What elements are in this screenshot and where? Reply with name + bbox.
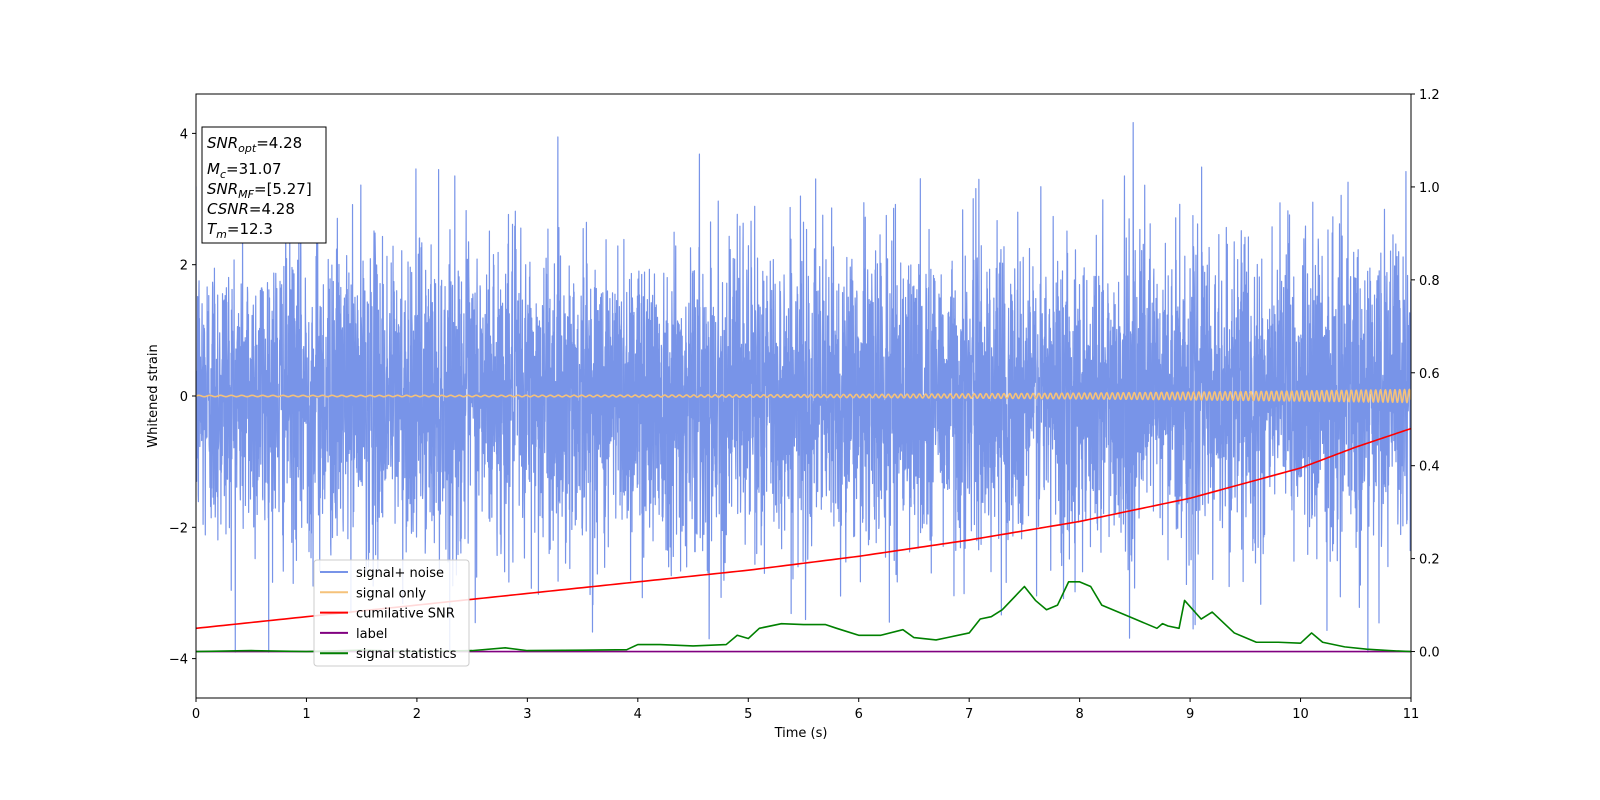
x-tick-label: 0 <box>192 707 200 722</box>
y-tick-label-left: −4 <box>169 653 188 668</box>
x-axis-label: Time (s) <box>774 726 828 741</box>
legend-label: signal statistics <box>356 647 457 662</box>
x-tick-label: 11 <box>1403 707 1420 722</box>
series-line-signal-statistics <box>196 581 1411 653</box>
y-tick-label-right: 0.6 <box>1419 367 1440 382</box>
y-axis-label: Whitened strain <box>146 344 161 447</box>
y-axis-right: 0.0 0.2 0.4 0.6 0.8 1.0 1.2 <box>1411 88 1440 661</box>
x-tick-label: 8 <box>1075 707 1083 722</box>
y-tick-label-right: 1.2 <box>1419 88 1440 103</box>
annotation-line: SNRopt=4.28 <box>207 134 302 155</box>
annotation-line: Mc=31.07 <box>207 160 282 181</box>
y-tick-label-left: 4 <box>180 127 188 142</box>
y-tick-label-right: 0.2 <box>1419 553 1440 568</box>
legend: signal+ noise signal only cumilative SNR la… <box>313 559 470 667</box>
annotation-line: Tm=12.3 <box>207 220 273 241</box>
y-axis-left: −4 −2 0 2 4 <box>169 127 196 668</box>
x-tick-label: 6 <box>855 707 863 722</box>
legend-label: label <box>356 627 387 642</box>
x-axis: 0 1 2 3 4 5 6 7 8 9 10 11 <box>192 698 1419 722</box>
series-line-signal-noise <box>196 121 1411 653</box>
y-tick-label-left: −2 <box>169 521 188 536</box>
series-line-signal-only <box>196 388 1411 404</box>
y-tick-label-left: 2 <box>180 259 188 274</box>
x-tick-label: 5 <box>744 707 752 722</box>
x-tick-label: 3 <box>523 707 531 722</box>
legend-label: cumilative SNR <box>356 607 455 622</box>
y-tick-label-right: 0.8 <box>1419 274 1440 289</box>
y-tick-label-right: 1.0 <box>1419 181 1440 196</box>
annotation-line: SNRMF=[5.27] <box>207 180 312 201</box>
x-tick-label: 7 <box>965 707 973 722</box>
x-tick-label: 4 <box>634 707 642 722</box>
x-tick-label: 2 <box>413 707 421 722</box>
x-tick-label: 9 <box>1186 707 1194 722</box>
legend-label: signal only <box>356 586 426 601</box>
y-tick-label-right: 0.4 <box>1419 460 1440 475</box>
legend-label: signal+ noise <box>356 566 444 581</box>
y-tick-label-left: 0 <box>180 390 188 405</box>
annotation-box: SNRopt=4.28 Mc=31.07SNRMF=[5.27]CSNR=4.28… <box>201 126 327 244</box>
x-tick-label: 1 <box>302 707 310 722</box>
annotation-line: CSNR=4.28 <box>207 200 295 218</box>
y-tick-label-right: 0.0 <box>1419 646 1440 661</box>
x-tick-label: 10 <box>1292 707 1309 722</box>
